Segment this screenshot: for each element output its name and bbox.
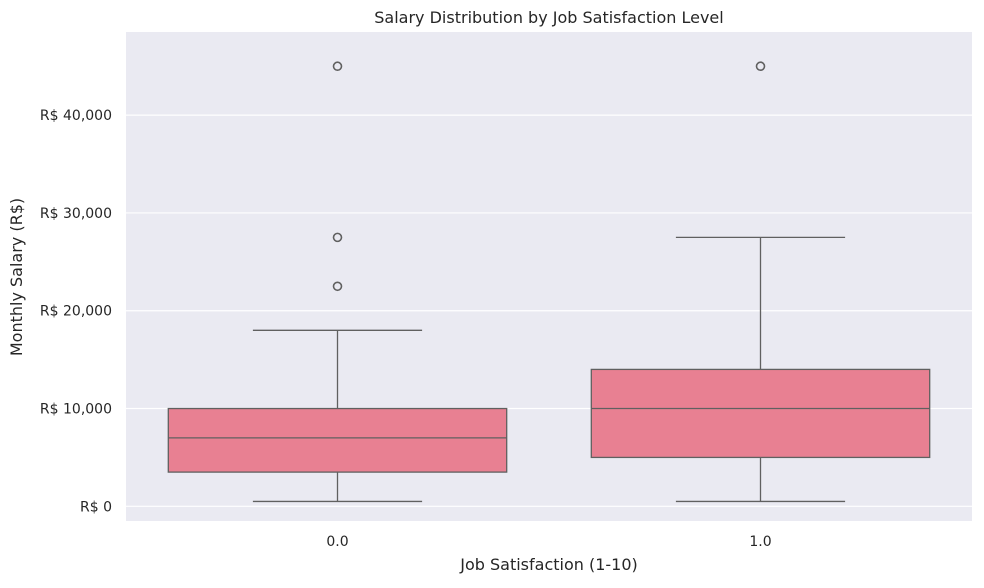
y-tick-label: R$ 0 [80,499,112,515]
y-tick-label: R$ 10,000 [40,402,112,418]
x-axis-ticks: 0.0 1.0 [326,534,771,550]
y-tick-label: R$ 20,000 [40,304,112,320]
y-tick-label: R$ 30,000 [40,206,112,222]
x-axis-label: Job Satisfaction (1-10) [459,555,638,574]
iqr-box [590,368,931,459]
y-axis-label: Monthly Salary (R$) [7,198,26,356]
y-axis-ticks: R$ 0 R$ 10,000 R$ 20,000 R$ 30,000 R$ 40,000 [40,108,112,515]
chart-title: Salary Distribution by Job Satisfaction … [374,8,723,27]
box-group-0.0 [167,61,508,503]
outlier-point [332,281,343,292]
x-tick-label: 1.0 [749,534,771,550]
x-tick-label: 0.0 [326,534,348,550]
boxes-layer [167,61,931,503]
outlier-point [332,232,343,243]
iqr-box [167,407,508,473]
box-group-1.0 [590,61,931,503]
outlier-point [755,61,766,72]
outlier-point [332,61,343,72]
y-tick-label: R$ 40,000 [40,108,112,124]
